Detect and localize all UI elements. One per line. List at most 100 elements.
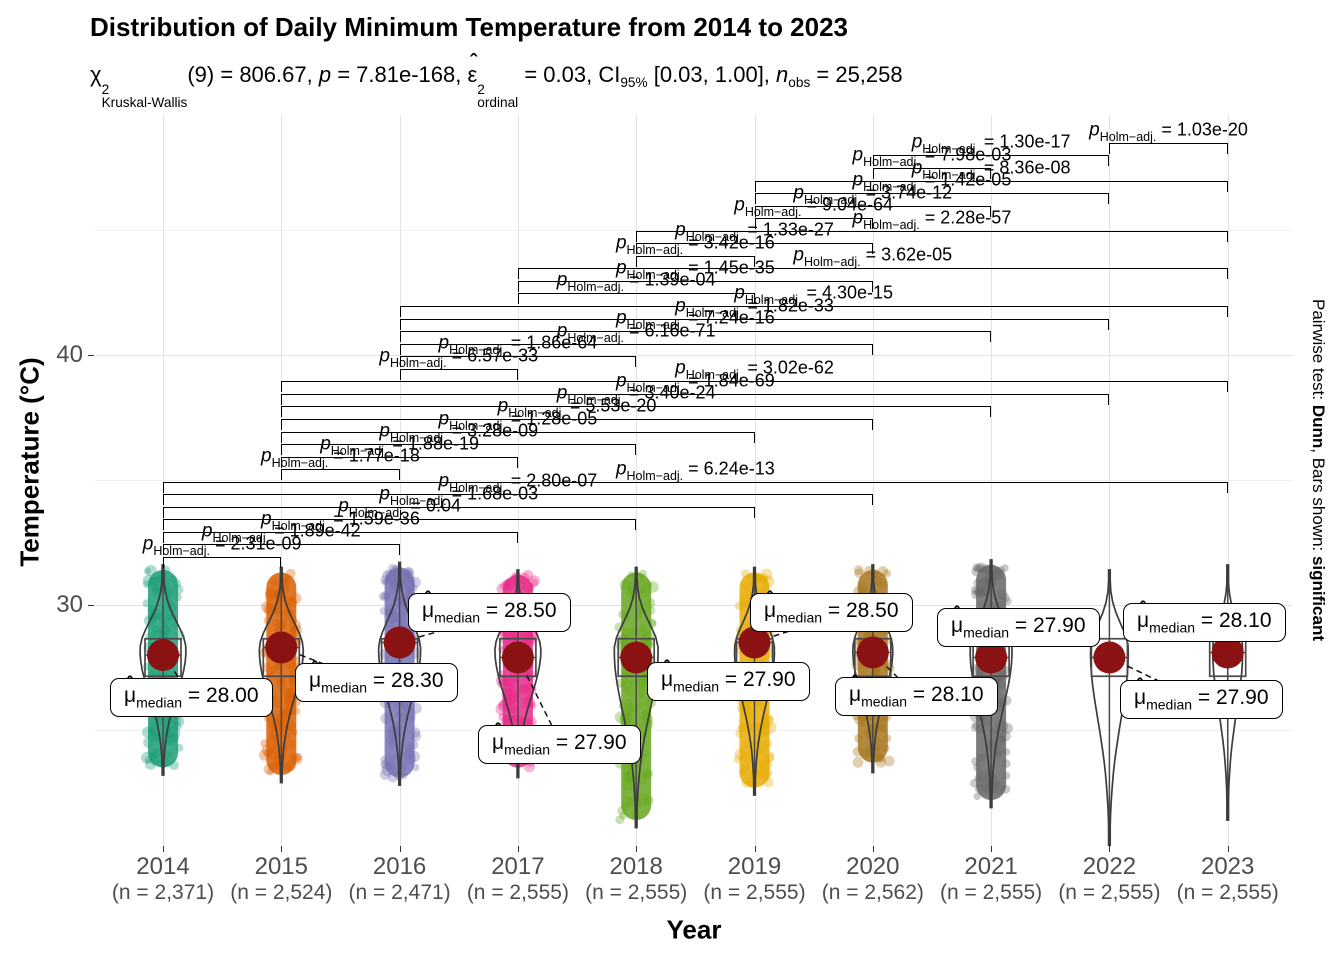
- bracket-line: [399, 356, 637, 358]
- bracket-tick: [399, 343, 401, 355]
- bracket-tick: [636, 243, 638, 255]
- bracket-line: [399, 306, 1228, 307]
- median-label-2020: ˆ μmedian = 28.10: [835, 673, 998, 716]
- plot-title: Distribution of Daily Minimum Temperatur…: [90, 12, 849, 42]
- plot-panel: pHolm−adj. = 2.31e-09 pHolm−adj. = 1.89e-…: [95, 115, 1292, 846]
- median-label-2023: ˆ μmedian = 28.10: [1123, 599, 1286, 642]
- bracket-tick: [990, 167, 992, 179]
- bracket-p-label: pHolm−adj. = 9.04e-64: [734, 194, 894, 220]
- epsilon-value: = 0.03,: [518, 62, 599, 87]
- bracket-p-label: pHolm−adj. = 1.42e-05: [852, 169, 1012, 195]
- bracket-tick: [281, 418, 283, 430]
- bracket-tick: [636, 255, 638, 267]
- bracket-tick: [871, 243, 873, 255]
- bracket-p-label: pHolm−adj. = 7.24e-16: [615, 307, 775, 333]
- bracket-tick: [871, 494, 873, 506]
- bracket-p-label: pHolm−adj. = 3.42e-16: [615, 232, 775, 257]
- bracket-tick: [281, 456, 283, 468]
- bracket-line: [281, 431, 755, 433]
- bracket-tick: [280, 557, 282, 568]
- x-n-label-2016: (n = 2,471): [348, 881, 451, 904]
- bracket-line: [754, 180, 1228, 182]
- bracket-line: [163, 557, 282, 558]
- bracket-p-label: pHolm−adj. = 1.30e-17: [911, 131, 1071, 157]
- y-tick-mark: [88, 355, 94, 356]
- x-tick-label-2022: 2022: [1082, 853, 1137, 880]
- gridline-vertical: [281, 115, 283, 846]
- median-dot: [1211, 636, 1244, 669]
- bracket-tick: [872, 167, 874, 179]
- bracket-line: [281, 469, 400, 471]
- bracket-tick: [517, 280, 519, 292]
- bracket-p-label: pHolm−adj. = 1.33e-27: [675, 219, 834, 245]
- x-tick-label-2015: 2015: [254, 853, 308, 880]
- x-tick-mark: [281, 846, 283, 852]
- violin-outline: [494, 569, 542, 779]
- bracket-p-label: pHolm−adj. = 6.24e-13: [615, 458, 775, 483]
- x-n-label-2021: (n = 2,555): [940, 881, 1043, 904]
- median-label-2017: ˆ μmedian = 27.90: [478, 721, 641, 764]
- bracket-tick: [163, 544, 164, 556]
- x-tick-mark: [754, 846, 756, 852]
- bracket-tick: [1226, 142, 1228, 154]
- bracket-tick: [281, 431, 283, 443]
- bracket-tick: [636, 230, 638, 242]
- median-label-2014: ˆ μmedian = 28.00: [110, 674, 273, 717]
- gridline-vertical: [636, 115, 638, 846]
- x-n-label-2023: (n = 2,555): [1176, 881, 1279, 904]
- y-tick-label-30: 30: [56, 591, 83, 618]
- bracket-tick: [399, 331, 401, 343]
- bracket-p-label: pHolm−adj. = 1.82e-33: [675, 294, 834, 320]
- bracket-tick: [517, 268, 519, 280]
- n-sub: obs: [788, 74, 811, 90]
- pairwise-caption: Pairwise test: Dunn, Bars shown: signifi…: [1309, 299, 1328, 641]
- bracket-tick: [399, 306, 401, 317]
- x-tick-label-2016: 2016: [372, 853, 427, 880]
- bracket-tick: [754, 180, 756, 192]
- bracket-line: [163, 506, 755, 508]
- bracket-tick: [1226, 306, 1228, 317]
- bracket-tick: [872, 155, 874, 167]
- bracket-tick: [990, 205, 992, 217]
- median-dot: [383, 626, 416, 659]
- bracket-tick: [753, 431, 755, 443]
- bracket-line: [163, 481, 1228, 483]
- bracket-tick: [516, 456, 518, 468]
- jitter-points: [258, 568, 303, 776]
- ci-sub: 95%: [620, 74, 648, 90]
- bracket-p-label: pHolm−adj. = 0.04: [338, 495, 461, 521]
- violin-outline: [377, 561, 422, 786]
- median-dot: [856, 636, 889, 669]
- gridline-vertical: [1227, 115, 1229, 846]
- bracket-p-label: pHolm−adj. = 4.30e-15: [734, 282, 894, 307]
- x-tick-mark: [636, 846, 638, 852]
- bracket-line: [754, 193, 1110, 195]
- bracket-line: [872, 155, 1110, 157]
- bracket-p-label: pHolm−adj. = 1.86e-64: [438, 332, 598, 358]
- bracket-line: [517, 280, 873, 282]
- violin-outline: [258, 566, 305, 784]
- x-n-label-2020: (n = 2,562): [821, 881, 924, 904]
- x-tick-label-2021: 2021: [964, 853, 1018, 880]
- median-dot: [1093, 641, 1126, 674]
- bracket-tick: [635, 519, 637, 531]
- bracket-p-label: pHolm−adj. = 6.16e-71: [556, 320, 716, 345]
- bracket-tick: [635, 444, 637, 456]
- bracket-tick: [1226, 481, 1228, 493]
- y-axis-title: Temperature (°C): [14, 357, 45, 567]
- median-label-2022: ˆ μmedian = 27.90: [1120, 676, 1283, 719]
- bracket-tick: [754, 205, 756, 217]
- violin-outline: [613, 566, 659, 829]
- plot-subtitle: χ 2 Kruskal-Wallis (9) = 806.67, p = 7.81e-…: [90, 51, 903, 110]
- bracket-line: [636, 255, 755, 257]
- gridline-vertical: [872, 115, 874, 846]
- bracket-p-label: pHolm−adj. = 2.28e-57: [852, 207, 1012, 232]
- bracket-tick: [281, 444, 283, 456]
- bracket-tick: [754, 218, 756, 230]
- bracket-p-label: pHolm−adj. = 3.28e-09: [379, 420, 539, 446]
- bracket-tick: [1108, 393, 1110, 405]
- x-tick-mark: [991, 846, 993, 852]
- bracket-p-label: pHolm−adj. = 1.39e-04: [556, 269, 716, 295]
- ci-value: [0.03, 1.00],: [647, 62, 777, 87]
